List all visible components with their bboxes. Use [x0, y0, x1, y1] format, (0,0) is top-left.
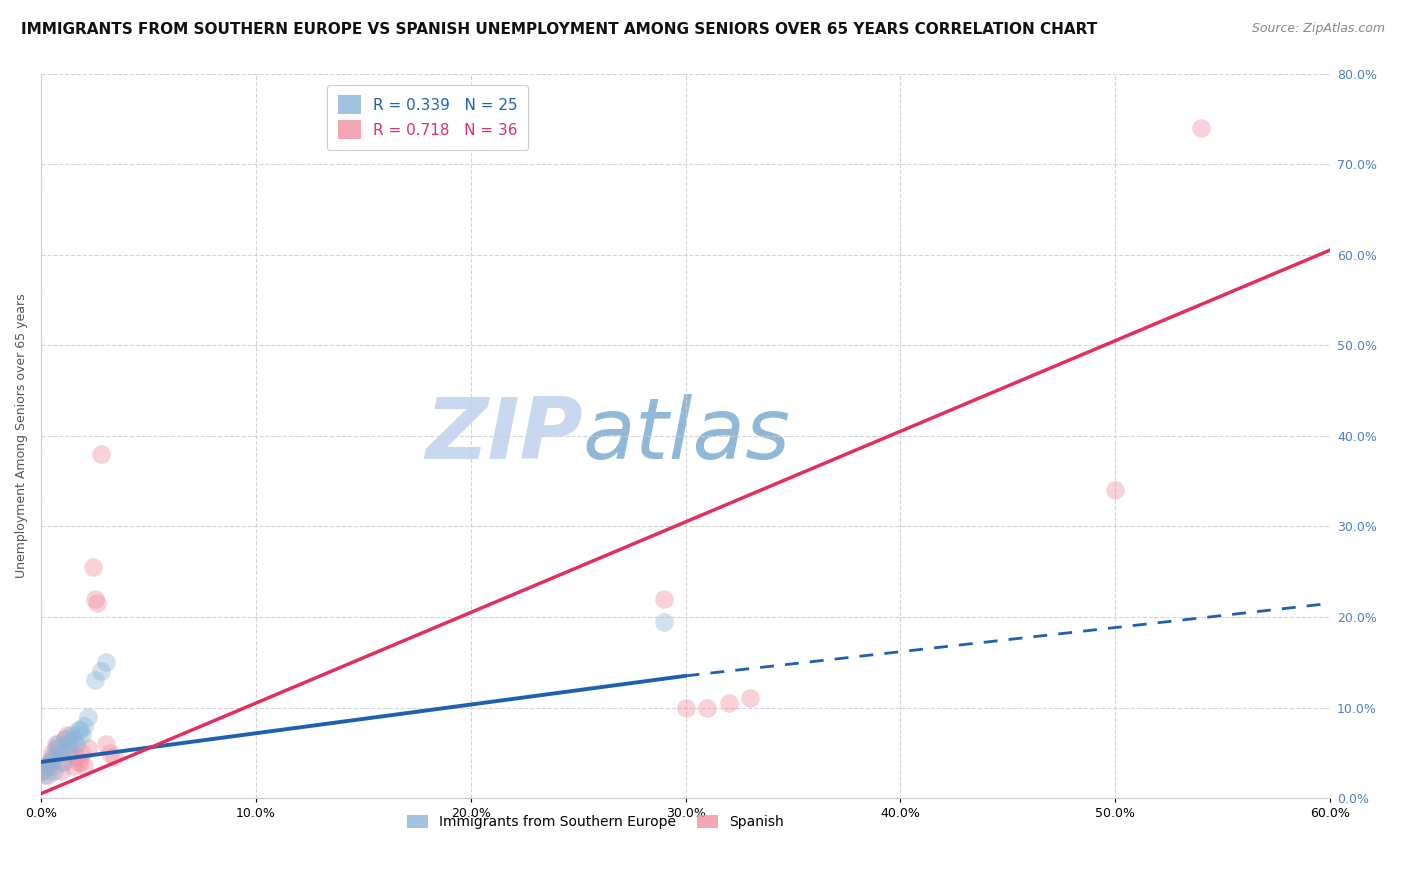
Point [32, 764, 55, 778]
Point [70, 728, 93, 742]
Point [65, 737, 87, 751]
Point [98, 746, 121, 760]
Point [58, 737, 80, 751]
Point [103, 750, 125, 764]
Point [32, 764, 55, 778]
Point [66, 755, 89, 769]
Point [60, 741, 83, 756]
Point [45, 737, 67, 751]
Point [94, 737, 117, 751]
Point [652, 615, 675, 629]
Point [52, 755, 75, 769]
Point [56, 741, 79, 756]
Point [49, 746, 72, 760]
Point [56, 728, 79, 742]
Point [58, 746, 80, 760]
Point [38, 755, 60, 769]
Text: atlas: atlas [582, 394, 790, 477]
Y-axis label: Unemployment Among Seniors over 65 years: Unemployment Among Seniors over 65 years [15, 293, 28, 578]
Text: ZIP: ZIP [425, 394, 582, 477]
Point [41, 746, 63, 760]
Point [1189, 120, 1212, 135]
Point [90, 447, 112, 461]
Point [77, 709, 100, 723]
Point [48, 737, 70, 751]
Point [83, 673, 105, 688]
Point [675, 700, 697, 714]
Text: Source: ZipAtlas.com: Source: ZipAtlas.com [1251, 22, 1385, 36]
Point [60, 728, 83, 742]
Point [65, 750, 87, 764]
Point [62, 732, 84, 747]
Point [82, 560, 104, 574]
Point [41, 759, 63, 773]
Point [69, 723, 91, 738]
Point [53, 732, 76, 747]
Legend: Immigrants from Southern Europe, Spanish: Immigrants from Southern Europe, Spanish [402, 810, 789, 835]
Point [34, 759, 56, 773]
Point [1104, 483, 1126, 498]
Point [42, 764, 65, 778]
Point [696, 700, 718, 714]
Point [34, 768, 56, 782]
Point [77, 741, 100, 756]
Point [73, 759, 96, 773]
Point [42, 750, 65, 764]
Point [73, 719, 96, 733]
Point [48, 741, 70, 756]
Point [66, 723, 89, 738]
Point [83, 591, 105, 606]
Point [45, 741, 67, 756]
Point [717, 696, 740, 710]
Point [37, 768, 59, 782]
Point [70, 746, 93, 760]
Point [738, 691, 761, 706]
Point [53, 732, 76, 747]
Point [62, 759, 84, 773]
Point [41, 750, 63, 764]
Point [94, 655, 117, 669]
Point [652, 591, 675, 606]
Point [86, 596, 108, 610]
Point [38, 755, 60, 769]
Point [52, 755, 75, 769]
Point [37, 759, 59, 773]
Point [90, 665, 112, 679]
Point [69, 755, 91, 769]
Text: IMMIGRANTS FROM SOUTHERN EUROPE VS SPANISH UNEMPLOYMENT AMONG SENIORS OVER 65 YE: IMMIGRANTS FROM SOUTHERN EUROPE VS SPANI… [21, 22, 1097, 37]
Point [49, 764, 72, 778]
